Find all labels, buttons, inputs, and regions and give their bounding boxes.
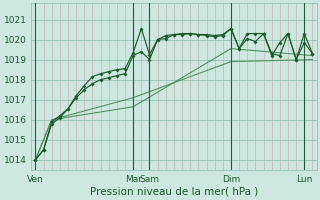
X-axis label: Pression niveau de la mer( hPa ): Pression niveau de la mer( hPa ): [90, 187, 258, 197]
